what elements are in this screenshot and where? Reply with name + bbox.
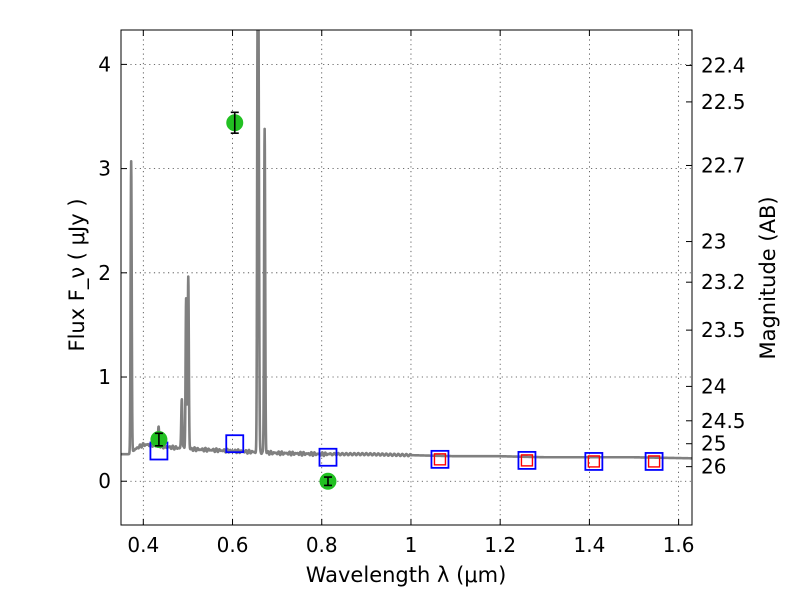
model-point-marker [225, 434, 245, 454]
x-tick-label: 1.2 [484, 533, 516, 557]
y2-axis-label: Magnitude (AB) [756, 196, 780, 359]
y-tick-label: 4 [98, 52, 111, 76]
sed-spectrum-line [121, 30, 692, 460]
x-axis-ticks: 0.4 0.6 0.8 1 1.2 1.4 1.6 [127, 30, 695, 557]
y2-tick-label: 25 [701, 432, 726, 456]
x-tick-label: 1.6 [663, 533, 695, 557]
model-point-inner-marker [647, 455, 661, 468]
y2-tick-label: 26 [701, 455, 726, 479]
x-tick-label: 0.8 [306, 533, 338, 557]
y2-tick-label: 23.2 [701, 270, 746, 294]
model-point-marker [644, 452, 664, 471]
model-point-inner-marker [433, 453, 447, 466]
model-point-inner-marker [587, 455, 601, 468]
x-tick-label: 0.4 [127, 533, 159, 557]
y2-tick-label: 24.5 [701, 409, 746, 433]
y2-tick-label: 22.7 [701, 153, 746, 177]
y-axis-label: Flux F_ν ( μJy ) [65, 198, 90, 351]
x-axis-label: Wavelength λ (μm) [306, 563, 507, 587]
model-point-marker [430, 449, 450, 469]
grid-lines [121, 30, 692, 525]
x-tick-label: 1.4 [573, 533, 605, 557]
y2-tick-label: 23 [701, 230, 726, 254]
y2-tick-label: 22.4 [701, 53, 746, 77]
y-axis-ticks: 0 1 2 3 4 [98, 52, 127, 493]
x-tick-label: 1 [405, 533, 418, 557]
y2-tick-label: 23.5 [701, 318, 746, 342]
model-point-marker [517, 450, 537, 470]
y2-tick-label: 22.5 [701, 90, 746, 114]
y-tick-label: 2 [98, 261, 111, 285]
y-tick-label: 3 [98, 157, 111, 181]
plot-frame [120, 29, 693, 526]
model-point-marker [584, 452, 604, 471]
sed-model-spectrum [121, 30, 692, 460]
x-tick-label: 0.6 [217, 533, 249, 557]
model-point-marker [318, 447, 338, 467]
model-point-inner-marker [520, 454, 534, 467]
y2-tick-label: 24 [701, 374, 726, 398]
model-points [149, 434, 664, 471]
y-tick-label: 0 [98, 469, 111, 493]
y-tick-label: 1 [98, 365, 111, 389]
observed-points [150, 111, 337, 490]
